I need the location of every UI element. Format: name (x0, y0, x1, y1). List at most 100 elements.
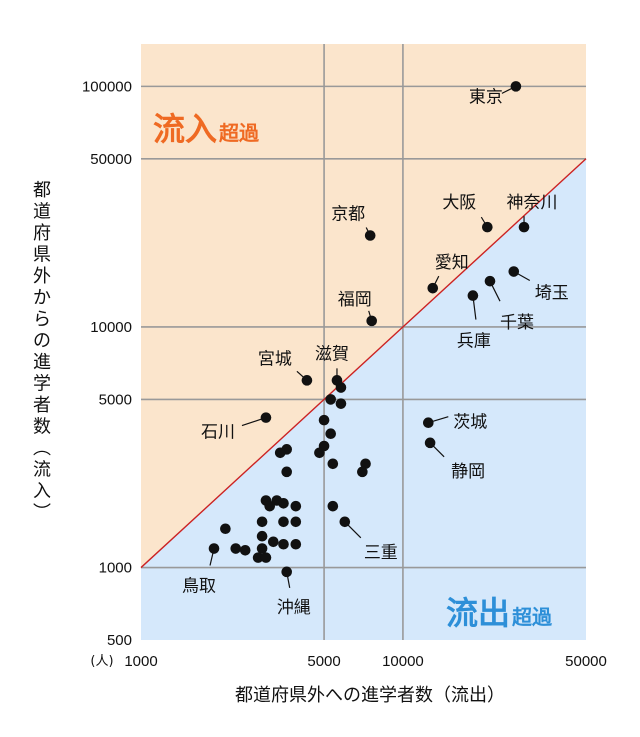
outflow-label-main: 流出 (446, 594, 510, 632)
data-point-石川 (260, 412, 272, 423)
data-point-神奈川 (518, 221, 530, 233)
point-label: 宮城 (258, 349, 292, 369)
data-point-愛知 (427, 282, 439, 294)
point-label: 京都 (331, 204, 365, 224)
data-point (327, 500, 339, 512)
data-point-滋賀 (331, 375, 343, 386)
point-label: 茨城 (453, 413, 487, 433)
y-tick-label: 1000 (99, 560, 132, 577)
point-label: 神奈川 (507, 193, 558, 213)
y-axis-title-char: ら (33, 309, 51, 330)
data-point (360, 458, 371, 470)
y-axis-title-char: 都 (33, 180, 51, 201)
y-axis-title-char: 学 (33, 374, 51, 395)
x-tick-label: 5000 (307, 653, 340, 670)
data-point-福岡 (366, 315, 378, 327)
data-point (256, 516, 268, 528)
x-tick-label: 50000 (565, 653, 607, 670)
data-point (256, 530, 268, 542)
inflow-label-main: 流入 (153, 110, 217, 148)
outflow-label-sub: 超過 (511, 605, 553, 629)
y-axis-title-char: 府 (33, 223, 51, 244)
point-label: 三重 (364, 543, 398, 563)
data-point (290, 500, 302, 512)
y-axis-title-char: の (33, 331, 51, 352)
inflow-label-sub: 超過 (218, 121, 260, 145)
data-point (335, 398, 347, 409)
data-point (281, 466, 293, 478)
axis-titles: 都道府県外への進学者数（流出） 都道府県外からの進学者数︵流入︶ (人) (33, 180, 505, 706)
inflow-region-label: 流入 超過 (153, 110, 260, 148)
y-axis-title-char: 県 (33, 245, 51, 266)
data-point-三重 (339, 516, 351, 528)
y-axis-title-char: 者 (33, 395, 51, 416)
data-point (290, 538, 302, 550)
point-label: 鳥取 (182, 577, 216, 597)
y-tick-label: 5000 (99, 391, 132, 408)
data-point (290, 516, 302, 528)
y-axis-title-char: か (33, 288, 51, 309)
inflow-region (141, 44, 586, 568)
data-point-京都 (364, 230, 376, 241)
outflow-region-label: 流出 超過 (446, 594, 553, 632)
y-tick-label: 100000 (82, 78, 132, 95)
point-label: 東京 (469, 87, 503, 107)
data-point-茨城 (423, 417, 434, 429)
data-point-沖縄 (281, 566, 293, 578)
y-equals-x-line (140, 158, 587, 569)
point-label: 大阪 (442, 193, 476, 213)
data-point (327, 458, 339, 470)
point-label: 福岡 (338, 290, 372, 310)
y-axis-title-char: 数 (33, 417, 51, 438)
data-point-埼玉 (508, 266, 520, 277)
data-point-大阪 (482, 221, 493, 233)
data-point (271, 495, 283, 506)
y-axis-title-char: ︶ (33, 503, 51, 524)
point-label: 愛知 (435, 253, 469, 273)
x-axis-title: 都道府県外への進学者数（流出） (235, 685, 505, 706)
x-tick-label: 10000 (382, 653, 424, 670)
point-label: 静岡 (451, 462, 485, 482)
y-tick-label: 10000 (90, 319, 132, 336)
x-tick-label: 1000 (124, 653, 157, 670)
point-label: 千葉 (500, 313, 534, 333)
data-point (260, 552, 272, 563)
data-point (325, 428, 337, 440)
data-point-鳥取 (208, 543, 220, 554)
point-label: 滋賀 (315, 344, 349, 364)
data-point (314, 447, 325, 459)
y-axis-title-char: 外 (33, 266, 51, 287)
data-point-東京 (510, 81, 522, 92)
data-point (268, 536, 279, 548)
data-point (278, 516, 289, 528)
point-label: 石川 (201, 423, 235, 443)
data-point (274, 447, 286, 459)
data-point (239, 544, 251, 556)
data-point (318, 414, 330, 426)
unit-label: (人) (90, 654, 113, 669)
y-axis-title-char: 入 (33, 481, 51, 502)
reference-line (140, 158, 587, 569)
y-axis-title: 都道府県外からの進学者数︵流入︶ (33, 180, 51, 524)
data-point (357, 466, 368, 478)
data-point (278, 538, 289, 550)
data-point (325, 394, 337, 405)
data-point (220, 523, 231, 535)
y-axis-title-char: ︵ (33, 438, 51, 459)
point-label: 埼玉 (535, 284, 569, 304)
data-point (256, 543, 268, 554)
point-label: 兵庫 (457, 332, 491, 352)
data-point (252, 552, 264, 563)
data-point-兵庫 (467, 290, 479, 301)
y-axis-title-char: 進 (33, 352, 51, 373)
data-point (264, 500, 275, 512)
y-axis-title-char: 流 (33, 460, 51, 481)
y-axis-title-char: 道 (33, 202, 51, 223)
tick-labels: 1000 5000 10000 50000 500 1000 5000 10000 50000 1… (82, 78, 607, 670)
data-point (230, 543, 242, 554)
data-point-千葉 (484, 275, 496, 287)
y-tick-label: 500 (107, 632, 132, 649)
